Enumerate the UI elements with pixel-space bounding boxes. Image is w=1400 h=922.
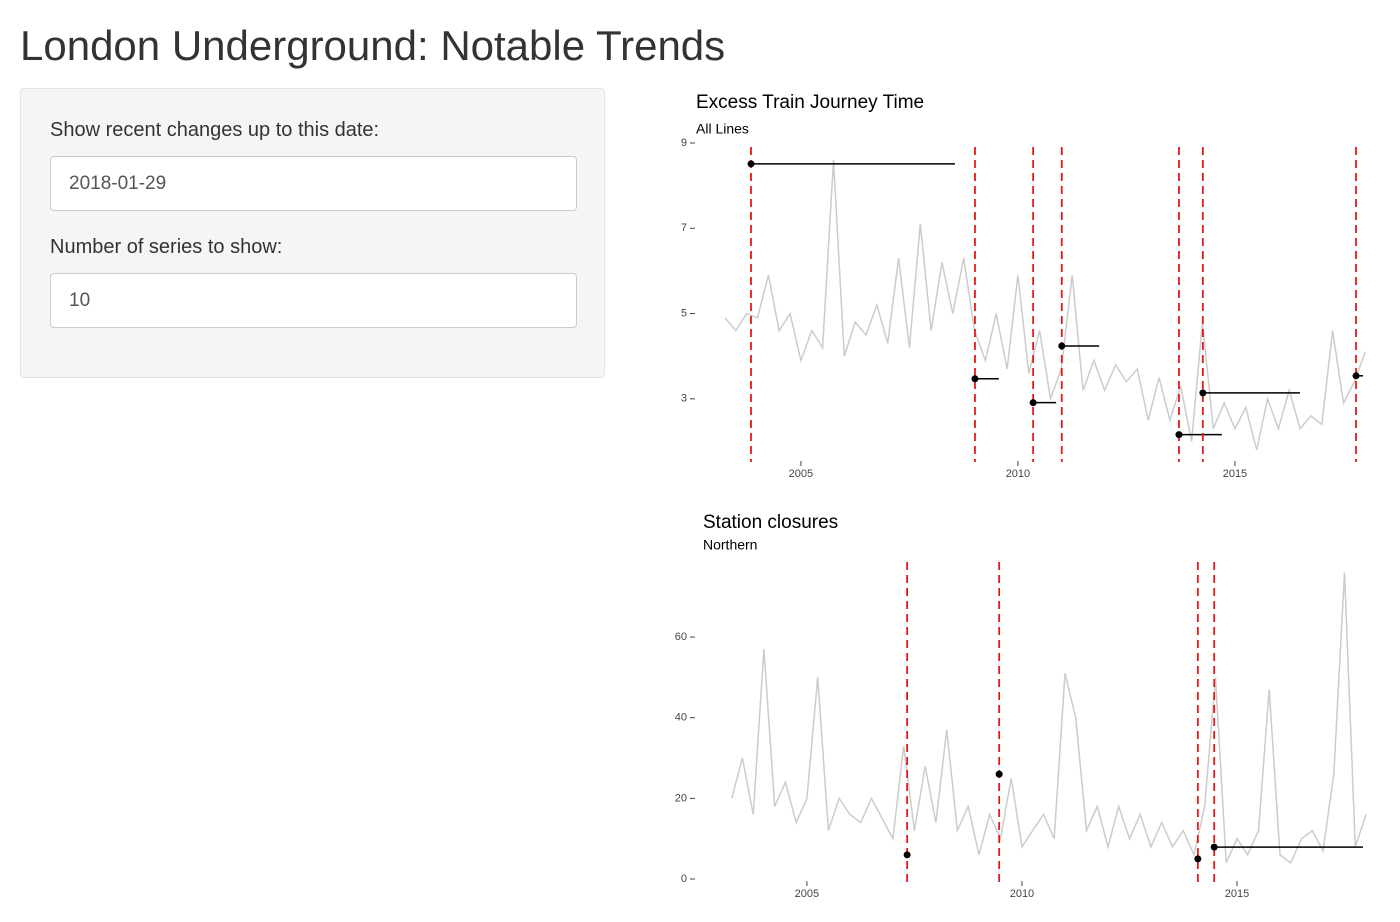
y-tick-label: 3 bbox=[681, 393, 687, 405]
chart-subtitle: All Lines bbox=[696, 121, 749, 137]
chart-title: Excess Train Journey Time bbox=[696, 92, 924, 113]
y-tick-label: 5 bbox=[681, 307, 687, 319]
segment-point bbox=[971, 375, 979, 383]
y-tick-label: 60 bbox=[675, 631, 687, 643]
x-tick-label: 2005 bbox=[795, 888, 819, 900]
segment-point bbox=[1352, 372, 1360, 380]
x-tick-label: 2015 bbox=[1225, 888, 1249, 900]
series-line bbox=[730, 572, 1367, 865]
date-input[interactable]: 2018-01-29 bbox=[50, 156, 577, 211]
series-line bbox=[724, 160, 1366, 451]
segment-point bbox=[1029, 399, 1037, 407]
x-tick-label: 2015 bbox=[1223, 468, 1247, 480]
y-tick-label: 9 bbox=[681, 137, 687, 149]
page-title: London Underground: Notable Trends bbox=[20, 22, 726, 69]
segment-point bbox=[1210, 843, 1218, 851]
chart-title: Station closures bbox=[703, 512, 838, 533]
input-label: Show recent changes up to this date: bbox=[50, 119, 380, 141]
segment-point bbox=[995, 770, 1003, 778]
y-tick-label: 20 bbox=[675, 792, 687, 804]
segment-point bbox=[1194, 855, 1202, 863]
segment-point bbox=[1058, 342, 1066, 350]
segment-point bbox=[747, 160, 755, 168]
input-label: Number of series to show: bbox=[50, 236, 283, 258]
y-tick-label: 40 bbox=[675, 712, 687, 724]
segment-point bbox=[1199, 389, 1207, 397]
x-tick-label: 2005 bbox=[789, 468, 813, 480]
y-tick-label: 7 bbox=[681, 222, 687, 234]
x-tick-label: 2010 bbox=[1010, 888, 1034, 900]
y-tick-label: 0 bbox=[681, 873, 687, 885]
sidebar: Show recent changes up to this date: 201… bbox=[20, 88, 605, 378]
segment-point bbox=[1175, 431, 1183, 439]
segment-point bbox=[903, 851, 911, 859]
number-input[interactable]: 10 bbox=[50, 273, 577, 328]
chart-subtitle: Northern bbox=[703, 537, 757, 553]
x-tick-label: 2010 bbox=[1006, 468, 1030, 480]
